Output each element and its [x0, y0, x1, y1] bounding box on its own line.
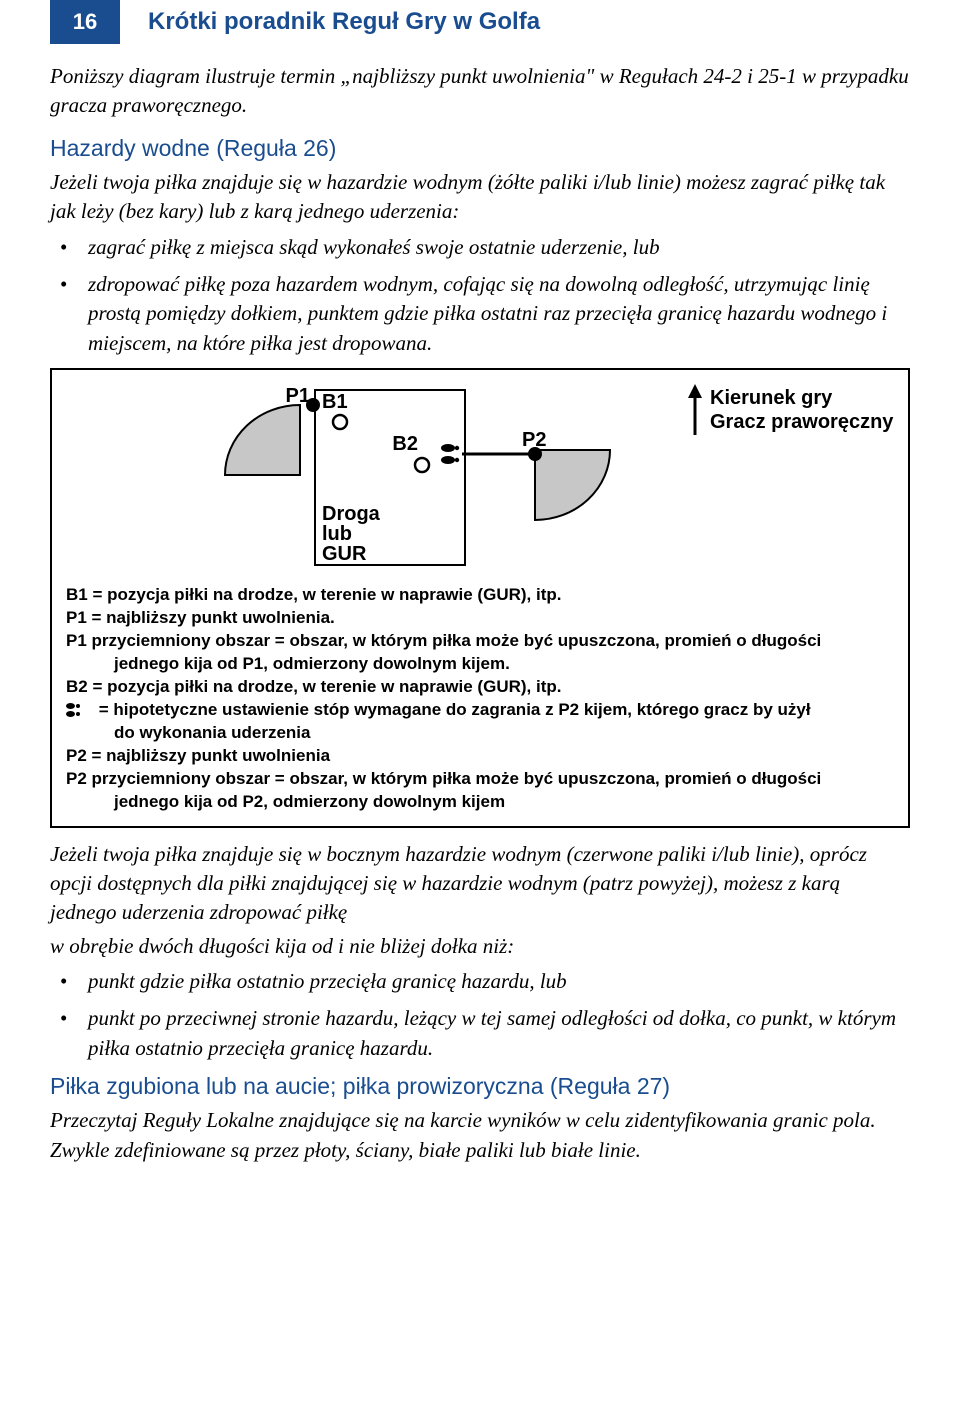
label-direction1: Kierunek gry [710, 387, 833, 409]
p2-shaded-area [535, 450, 610, 520]
section-heading-hazardy: Hazardy wodne (Reguła 26) [50, 135, 910, 162]
page-header: 16 Krótki poradnik Reguł Gry w Golfa [50, 0, 910, 44]
label-gur: GUR [322, 543, 367, 565]
diagram-legend: B1 = pozycja piłki na drodze, w terenie … [66, 584, 894, 813]
page-title: Krótki poradnik Reguł Gry w Golfa [120, 0, 540, 44]
diagram-svg: P1 B1 B2 P2 Droga lub GUR Kierunek gry G… [66, 380, 894, 580]
after-diagram-para2: w obrębie dwóch długości kija od i nie b… [50, 932, 910, 961]
legend-line: P2 przyciemniony obszar = obszar, w któr… [66, 768, 894, 791]
after-diagram-bullets: punkt gdzie piłka ostatnio przecięła gra… [50, 967, 910, 1063]
section1-bullets: zagrać piłkę z miejsca skąd wykonałeś sw… [50, 233, 910, 359]
legend-line: jednego kija od P1, odmierzony dowolnym … [66, 653, 894, 676]
legend-line: P1 przyciemniony obszar = obszar, w któr… [66, 630, 894, 653]
section-heading-pilka: Piłka zgubiona lub na aucie; piłka prowi… [50, 1073, 910, 1100]
feet-icon-inline [66, 703, 90, 717]
legend-line: do wykonania uderzenia [66, 722, 894, 745]
label-p1: P1 [286, 385, 310, 407]
page-number-box: 16 [50, 0, 120, 44]
legend-text: = hipotetyczne ustawienie stóp wymagane … [99, 700, 811, 719]
legend-text: P1 przyciemniony obszar = obszar, w któr… [66, 631, 821, 650]
legend-text: P2 przyciemniony obszar = obszar, w któr… [66, 769, 821, 788]
intro-paragraph: Poniższy diagram ilustruje termin „najbl… [50, 62, 910, 121]
label-or: lub [322, 523, 352, 545]
label-b1: B1 [322, 391, 348, 413]
diagram-visual: P1 B1 B2 P2 Droga lub GUR Kierunek gry G… [66, 380, 894, 580]
label-p2: P2 [522, 429, 546, 451]
p1-shaded-area [225, 405, 300, 475]
section2-para: Przeczytaj Reguły Lokalne znajdujące się… [50, 1106, 910, 1165]
legend-line: jednego kija od P2, odmierzony dowolnym … [66, 791, 894, 814]
label-direction2: Gracz praworęczny [710, 411, 894, 433]
legend-line: B2 = pozycja piłki na drodze, w terenie … [66, 676, 894, 699]
after-diagram-para1: Jeżeli twoja piłka znajduje się w boczny… [50, 840, 910, 928]
direction-arrow-head [688, 384, 702, 398]
legend-line: = hipotetyczne ustawienie stóp wymagane … [66, 699, 894, 722]
label-road: Droga [322, 503, 381, 525]
list-item: zagrać piłkę z miejsca skąd wykonałeś sw… [50, 233, 910, 262]
page-number: 16 [73, 9, 97, 35]
list-item: zdropować piłkę poza hazardem wodnym, co… [50, 270, 910, 358]
list-item: punkt gdzie piłka ostatnio przecięła gra… [50, 967, 910, 996]
list-item: punkt po przeciwnej stronie hazardu, leż… [50, 1004, 910, 1063]
section1-para: Jeżeli twoja piłka znajduje się w hazard… [50, 168, 910, 227]
legend-line: P2 = najbliższy punkt uwolnienia [66, 745, 894, 768]
diagram-box: P1 B1 B2 P2 Droga lub GUR Kierunek gry G… [50, 368, 910, 827]
label-b2: B2 [392, 433, 418, 455]
legend-line: B1 = pozycja piłki na drodze, w terenie … [66, 584, 894, 607]
legend-line: P1 = najbliższy punkt uwolnienia. [66, 607, 894, 630]
